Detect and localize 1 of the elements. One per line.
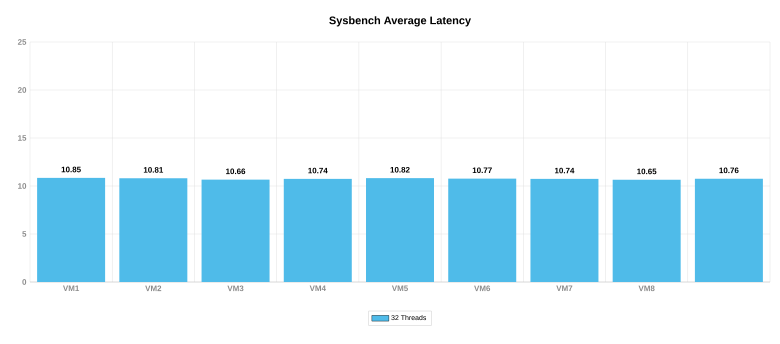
chart-title: Sysbench Average Latency — [329, 16, 471, 27]
